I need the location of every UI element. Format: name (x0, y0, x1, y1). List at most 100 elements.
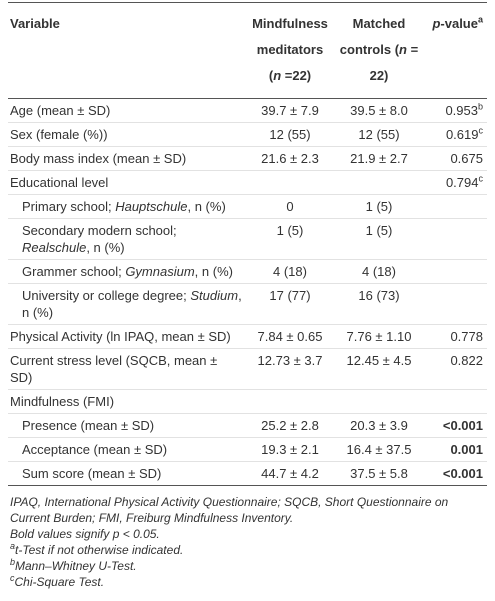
table-row: Body mass index (mean ± SD) 21.6 ± 2.3 21.… (8, 147, 487, 171)
cell: 19.3 ± 2.1 (246, 438, 334, 462)
text-segment: Bold values signify p < 0.05. (10, 527, 160, 541)
text-segment: Variable (10, 16, 60, 31)
text-segment: Sex (female (%)) (10, 127, 108, 142)
cell-text: 17 (77) (269, 288, 311, 303)
text-segment: = 22) (369, 42, 419, 83)
text-segment: Body mass index (mean ± SD) (10, 151, 187, 166)
cell-text: 44.7 ± 4.2 (261, 466, 319, 481)
cell-text: 12 (55) (358, 127, 400, 142)
text-segment: , n (%) (22, 288, 242, 320)
text-segment: , n (%) (86, 240, 125, 255)
cell-text: 7.84 ± 0.65 (257, 329, 323, 344)
cell: <0.001 (424, 462, 487, 486)
cell: 17 (77) (246, 284, 334, 325)
cell: 4 (18) (334, 260, 424, 284)
row-label: Acceptance (mean ± SD) (8, 438, 246, 462)
text-segment: 0.953 (445, 103, 478, 118)
cell (424, 195, 487, 219)
table-row: Sum score (mean ± SD) 44.7 ± 4.2 37.5 ± 5.… (8, 462, 487, 486)
text-segment: , n (%) (187, 199, 226, 214)
cell: 12.73 ± 3.7 (246, 349, 334, 390)
cell-text: 20.3 ± 3.9 (350, 418, 408, 433)
text-segment: n (399, 42, 407, 57)
text-segment: Acceptance (mean ± SD) (22, 442, 168, 457)
cell: 21.9 ± 2.7 (334, 147, 424, 171)
header-cell: p-valuea (424, 3, 487, 99)
superscript: a (477, 14, 483, 25)
cell-text: 12 (55) (269, 127, 311, 142)
table-row: Sex (female (%)) 12 (55) 12 (55) 0.619c (8, 123, 487, 147)
cell (424, 284, 487, 325)
superscript: b (477, 101, 483, 112)
row-label: Educational level (8, 171, 246, 195)
text-segment: Realschule (22, 240, 87, 255)
text-segment: Matched controls (339, 16, 406, 57)
table-row: Presence (mean ± SD) 25.2 ± 2.8 20.3 ± 3.9… (8, 414, 487, 438)
text-segment: <0.001 (442, 466, 483, 481)
superscript: c (478, 125, 484, 136)
cell: 0.778 (424, 325, 487, 349)
cell-text: 39.7 ± 7.9 (261, 103, 319, 118)
superscript: b (10, 557, 16, 567)
cell-text: 21.6 ± 2.3 (261, 151, 319, 166)
cell (246, 171, 334, 195)
row-label: Current stress level (SQCB, mean ± SD) (8, 349, 246, 390)
cell-text: 0.675 (450, 151, 483, 166)
text-segment: 0.794 (445, 175, 479, 190)
row-label: Primary school; Hauptschule, n (%) (8, 195, 246, 219)
row-label: Physical Activity (ln IPAQ, mean ± SD) (8, 325, 246, 349)
table-row: Physical Activity (ln IPAQ, mean ± SD) 7.… (8, 325, 487, 349)
table-row: Acceptance (mean ± SD) 19.3 ± 2.1 16.4 ± 3… (8, 438, 487, 462)
cell: 20.3 ± 3.9 (334, 414, 424, 438)
cell: 21.6 ± 2.3 (246, 147, 334, 171)
text-segment: Presence (mean ± SD) (22, 418, 155, 433)
text-segment: ( (268, 68, 274, 83)
cell: 1 (5) (246, 219, 334, 260)
row-label: University or college degree; Studium, n… (8, 284, 246, 325)
text-segment: t-Test if not otherwise indicated. (15, 543, 184, 557)
superscript: a (10, 541, 16, 551)
table-row: Age (mean ± SD) 39.7 ± 7.9 39.5 ± 8.0 0.953… (8, 99, 487, 123)
text-segment: University or college degree; (22, 288, 191, 303)
text-segment: <0.001 (442, 418, 483, 433)
cell (246, 390, 334, 414)
cell: 0.001 (424, 438, 487, 462)
cell: 12 (55) (334, 123, 424, 147)
cell (424, 260, 487, 284)
cell: 0.822 (424, 349, 487, 390)
cell (424, 390, 487, 414)
footnote: cChi-Square Test. (10, 574, 487, 590)
header-row: Variable Mindfulness meditators (n =22) Ma… (8, 2, 487, 99)
cell: 7.84 ± 0.65 (246, 325, 334, 349)
footnote: at-Test if not otherwise indicated. (10, 542, 487, 558)
cell: 7.76 ± 1.10 (334, 325, 424, 349)
cell-text: 37.5 ± 5.8 (350, 466, 408, 481)
cell-text: 1 (5) (365, 199, 393, 214)
footnotes: IPAQ, International Physical Activity Qu… (8, 494, 487, 590)
cell: 37.5 ± 5.8 (334, 462, 424, 486)
text-segment: Physical Activity (ln IPAQ, mean ± SD) (10, 329, 231, 344)
cell: 39.5 ± 8.0 (334, 99, 424, 123)
text-segment: Age (mean ± SD) (10, 103, 111, 118)
table-row: Mindfulness (FMI) (8, 390, 487, 414)
footnote: bMann–Whitney U-Test. (10, 558, 487, 574)
cell-text: 12.45 ± 4.5 (346, 353, 412, 368)
superscript: c (10, 573, 15, 583)
cell: 12.45 ± 4.5 (334, 349, 424, 390)
text-segment: Mindfulness meditators (252, 16, 328, 57)
table-header: Variable Mindfulness meditators (n =22) Ma… (8, 2, 487, 99)
cell-text: 19.3 ± 2.1 (261, 442, 319, 457)
cell-text: 16.4 ± 37.5 (346, 442, 412, 457)
row-label: Body mass index (mean ± SD) (8, 147, 246, 171)
text-segment: Current stress level (SQCB, mean ± SD) (10, 353, 218, 385)
text-segment: Studium (190, 288, 239, 303)
table-body: Age (mean ± SD) 39.7 ± 7.9 39.5 ± 8.0 0.953… (8, 99, 487, 486)
text-segment: Gymnasium (125, 264, 195, 279)
superscript: c (478, 173, 484, 184)
text-segment: Mindfulness (FMI) (10, 394, 115, 409)
cell: 0.794c (424, 171, 487, 195)
row-label: Mindfulness (FMI) (8, 390, 246, 414)
header-cell: Variable (8, 3, 246, 99)
cell-text: 39.5 ± 8.0 (350, 103, 408, 118)
